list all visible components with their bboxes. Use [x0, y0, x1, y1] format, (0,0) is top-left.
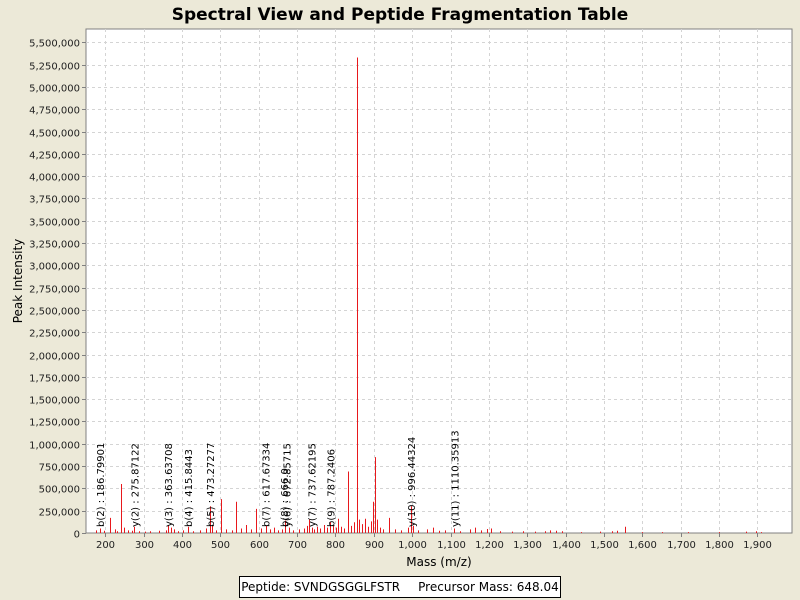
peak-annotation-label: y(3) : 363.63708	[164, 443, 175, 527]
y-tick-label: 2,500,000	[29, 307, 80, 318]
peak-annotations: b(2) : 186.79901 y(2) : 275.87122 y(3) : 3…	[96, 430, 461, 527]
x-tick-label: 1,900	[743, 540, 772, 551]
y-tick-label: 2,250,000	[29, 329, 80, 340]
x-axis-ticks: 200 300 400 500 600 700 800 900 1,000 1,100 1,200 1…	[96, 533, 772, 551]
y-axis-label: Peak Intensity	[11, 239, 25, 324]
peak-annotation-label: y(2) : 275.87122	[130, 443, 141, 527]
y-axis-ticks: 0 250,000 500,000 750,000 1,000,000 1,250,000…	[29, 39, 86, 541]
legend-peptide: Peptide: SVNDGSGGLFSTR	[241, 580, 401, 594]
legend-precursor-mass: Precursor Mass: 648.04	[418, 580, 559, 594]
y-tick-label: 3,250,000	[29, 240, 80, 251]
chart-title: Spectral View and Peptide Fragmentation …	[172, 5, 629, 25]
peak-annotation-label: b(8) : 666.0	[280, 468, 291, 527]
x-tick-label: 1,700	[667, 540, 696, 551]
y-tick-label: 1,750,000	[29, 374, 80, 385]
x-tick-label: 1,600	[628, 540, 657, 551]
y-tick-label: 5,000,000	[29, 84, 80, 95]
grid-lines	[86, 29, 792, 533]
peak-annotation-label: b(4) : 415.8443	[184, 449, 195, 527]
x-tick-label: 400	[173, 540, 192, 551]
x-tick-label: 1,300	[513, 540, 542, 551]
x-tick-label: 1,500	[590, 540, 619, 551]
x-tick-label: 300	[135, 540, 154, 551]
spectrum-peaks	[96, 57, 762, 533]
peak-annotation-label: b(2) : 186.79901	[96, 443, 107, 527]
y-tick-label: 1,250,000	[29, 418, 80, 429]
y-tick-label: 1,000,000	[29, 441, 80, 452]
y-tick-label: 4,500,000	[29, 129, 80, 140]
x-tick-label: 1,200	[475, 540, 504, 551]
x-tick-label: 1,400	[552, 540, 581, 551]
x-tick-label: 1,000	[398, 540, 427, 551]
x-tick-label: 700	[288, 540, 307, 551]
peak-annotation-label: y(10) : 996.44324	[407, 437, 418, 527]
y-tick-label: 5,250,000	[29, 62, 80, 73]
x-tick-label: 900	[365, 540, 384, 551]
x-tick-label: 600	[250, 540, 269, 551]
peak-annotation-label: y(6) : 672.85715	[283, 443, 294, 527]
y-tick-label: 1,500,000	[29, 396, 80, 407]
peak-annotation-label: y(7) : 737.62195	[307, 443, 318, 527]
y-tick-label: 3,750,000	[29, 195, 80, 206]
x-tick-label: 500	[211, 540, 230, 551]
x-axis-label: Mass (m/z)	[406, 555, 471, 569]
y-tick-label: 0	[74, 530, 80, 541]
y-tick-label: 3,000,000	[29, 262, 80, 273]
y-tick-label: 750,000	[39, 463, 80, 474]
peak-annotation-label: y(11) : 1110.35913	[450, 430, 461, 527]
peak-annotation-label: b(5) : 473.27277	[206, 443, 217, 527]
x-tick-label: 200	[96, 540, 115, 551]
peak-annotation-label: b(9) : 787.2406	[327, 449, 338, 527]
y-tick-label: 4,750,000	[29, 106, 80, 117]
plot-area	[85, 28, 793, 534]
y-tick-label: 3,500,000	[29, 218, 80, 229]
peak-annotation-label: b(7) : 617.67334	[261, 443, 272, 527]
x-tick-label: 1,100	[437, 540, 466, 551]
y-tick-label: 2,750,000	[29, 285, 80, 296]
legend: Peptide: SVNDGSGGLFSTR Precursor Mass: 64…	[239, 576, 561, 598]
y-tick-label: 4,000,000	[29, 173, 80, 184]
x-tick-label: 800	[326, 540, 345, 551]
y-tick-label: 500,000	[39, 485, 80, 496]
y-tick-label: 5,500,000	[29, 39, 80, 50]
x-tick-label: 1,800	[705, 540, 734, 551]
y-tick-label: 250,000	[39, 508, 80, 519]
y-tick-label: 2,000,000	[29, 352, 80, 363]
y-tick-label: 4,250,000	[29, 151, 80, 162]
